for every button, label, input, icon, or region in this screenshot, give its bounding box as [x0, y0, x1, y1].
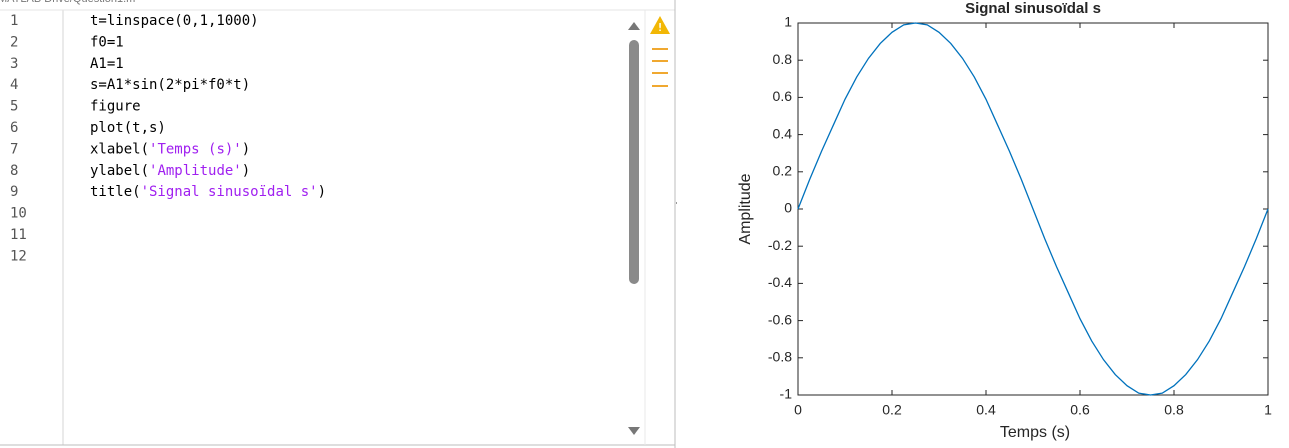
y-tick-label: -0.2 — [768, 237, 792, 253]
editor-bg — [0, 0, 675, 445]
line-number: 2 — [10, 34, 18, 50]
line-number: 11 — [10, 227, 27, 243]
code-line: ylabel('Amplitude') — [90, 163, 250, 179]
code-line: title('Signal sinusoïdal s') — [90, 184, 326, 200]
scroll-down[interactable] — [628, 427, 640, 435]
y-tick-label: 0.2 — [773, 163, 793, 179]
y-tick-label: 0.8 — [773, 51, 793, 67]
y-tick-label: -0.6 — [768, 311, 792, 327]
code-token: ) — [242, 163, 250, 179]
code-token: 'Signal sinusoïdal s' — [141, 184, 318, 200]
y-tick-label: 0 — [784, 200, 792, 216]
y-tick-label: 0.4 — [773, 125, 793, 141]
warning-markers[interactable] — [652, 48, 668, 87]
scroll-thumb[interactable] — [629, 40, 639, 284]
x-tick-label: 0.6 — [1070, 402, 1090, 418]
code-token: xlabel( — [90, 141, 149, 157]
code-line: t=linspace(0,1,1000) — [90, 13, 259, 29]
y-tick-label: -0.8 — [768, 349, 792, 365]
code-token: 'Amplitude' — [149, 163, 242, 179]
line-number: 7 — [10, 141, 18, 157]
x-tick-label: 0.8 — [1164, 402, 1184, 418]
scroll-up[interactable] — [628, 22, 640, 30]
line-number: 4 — [10, 77, 18, 93]
line-number: 8 — [10, 163, 18, 179]
code-token: 'Temps (s)' — [149, 141, 242, 157]
file-path: MATLAB Drive/Question1.m — [0, 0, 135, 5]
y-tick-label: 0.6 — [773, 88, 793, 104]
code-token: ) — [318, 184, 326, 200]
line-number: 1 — [10, 13, 18, 29]
x-tick-label: 0.4 — [976, 402, 996, 418]
data-line — [797, 22, 1269, 396]
code-line: plot(t,s) — [90, 120, 166, 136]
warning-icon[interactable] — [650, 16, 670, 34]
y-axis-label: Amplitude — [737, 173, 754, 244]
x-tick-label: 0 — [794, 402, 802, 418]
code-line: figure — [90, 99, 141, 115]
code-token: f0=1 — [90, 34, 124, 50]
code-token: title( — [90, 184, 141, 200]
figure: Signal sinusoïdal s Temps (s) Amplitude … — [737, 0, 1272, 441]
y-tick-label: 1 — [784, 14, 792, 30]
code-line: s=A1*sin(2*pi*f0*t) — [90, 77, 250, 93]
x-axis-label: Temps (s) — [1000, 424, 1070, 441]
y-tick-label: -0.4 — [768, 274, 792, 290]
code-token: t=linspace(0,1,1000) — [90, 13, 259, 29]
line-number: 10 — [10, 206, 27, 222]
chart-title: Signal sinusoïdal s — [965, 0, 1101, 17]
x-tick-label: 0.2 — [882, 402, 902, 418]
warning-mark: ! — [657, 21, 664, 34]
code-token: ylabel( — [90, 163, 149, 179]
code-token: ) — [242, 141, 250, 157]
y-tick-label: -1 — [780, 386, 793, 402]
code-token: A1=1 — [90, 56, 124, 72]
code-token: s=A1*sin(2*pi*f0*t) — [90, 77, 250, 93]
code-token: figure — [90, 99, 141, 115]
code-token: plot(t,s) — [90, 120, 166, 136]
line-number: 6 — [10, 120, 18, 136]
line-number: 12 — [10, 248, 27, 264]
code-line: xlabel('Temps (s)') — [90, 141, 250, 157]
line-number: 9 — [10, 184, 18, 200]
x-tick-label: 1 — [1264, 402, 1272, 418]
line-number: 5 — [10, 99, 18, 115]
editor: MATLAB Drive/Question1.m ! 1234567891011… — [0, 0, 676, 448]
line-number: 3 — [10, 56, 18, 72]
code-line: f0=1 — [90, 34, 124, 50]
code-line: A1=1 — [90, 56, 124, 72]
